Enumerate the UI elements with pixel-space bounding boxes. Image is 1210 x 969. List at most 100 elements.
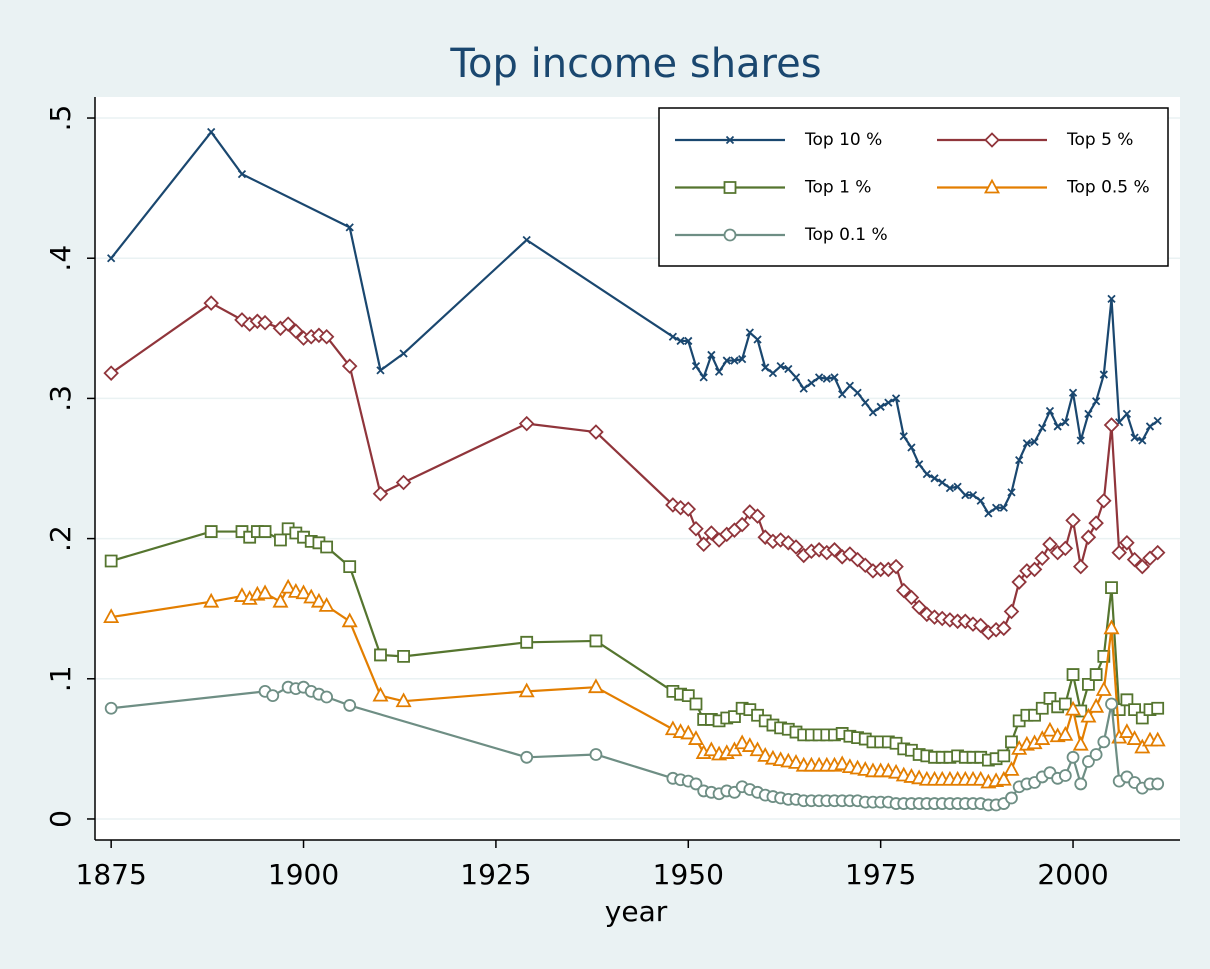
x-tick-label: 1900 — [268, 858, 339, 891]
data-point — [695, 536, 712, 552]
data-point — [1038, 423, 1047, 432]
data-point — [707, 350, 716, 360]
data-point — [376, 366, 385, 375]
data-point — [1007, 488, 1016, 497]
legend-label: Top 1 % — [804, 178, 871, 198]
data-point — [588, 424, 604, 440]
legend-marker — [983, 178, 1001, 194]
y-tick-label: .5 — [44, 105, 77, 132]
data-point — [341, 358, 358, 374]
data-point — [1042, 536, 1058, 552]
data-point — [1022, 439, 1032, 448]
x-tick-label: 1950 — [653, 858, 724, 891]
data-point — [399, 349, 408, 358]
data-point — [791, 373, 801, 382]
data-point — [257, 314, 273, 331]
data-point — [984, 509, 993, 518]
data-point — [799, 384, 808, 393]
data-point — [520, 750, 534, 764]
data-point — [1089, 748, 1103, 761]
data-point — [1003, 603, 1020, 620]
data-point — [741, 737, 758, 752]
data-point — [745, 328, 754, 337]
data-point — [768, 369, 778, 378]
data-point — [845, 381, 855, 390]
data-point — [915, 460, 924, 469]
data-point — [203, 592, 220, 608]
data-point — [343, 699, 357, 712]
data-point — [518, 682, 535, 698]
data-point — [589, 634, 603, 648]
y-tick-label: .3 — [44, 385, 77, 412]
data-point — [1088, 697, 1105, 713]
data-point — [838, 390, 847, 399]
data-point — [1103, 417, 1120, 433]
data-point — [1045, 406, 1055, 416]
data-point — [953, 482, 962, 491]
data-point — [1095, 681, 1112, 696]
data-point — [520, 635, 534, 649]
data-point — [938, 478, 947, 487]
data-point — [888, 558, 904, 575]
data-point — [1103, 619, 1120, 635]
data-point — [372, 485, 389, 502]
data-point — [749, 741, 766, 757]
data-point — [318, 596, 335, 612]
data-point — [826, 542, 843, 558]
data-point — [689, 697, 703, 711]
data-point — [522, 235, 531, 245]
x-tick-label: 1875 — [76, 858, 147, 891]
data-point — [320, 690, 334, 704]
data-point — [1089, 668, 1103, 681]
data-point — [961, 490, 970, 500]
data-point — [1057, 725, 1074, 741]
data-point — [1074, 777, 1088, 791]
data-point — [691, 362, 701, 371]
data-point — [1080, 529, 1097, 545]
data-point — [957, 613, 974, 630]
data-point — [972, 617, 989, 634]
data-point — [757, 746, 774, 762]
data-point — [1091, 397, 1101, 406]
data-point — [257, 584, 274, 600]
data-point — [372, 686, 389, 702]
data-point — [699, 373, 708, 382]
data-point — [668, 332, 678, 341]
series-group — [103, 127, 1166, 812]
data-point — [1068, 388, 1078, 397]
data-point — [891, 394, 901, 403]
legend-marker — [725, 135, 735, 145]
data-point — [788, 539, 804, 555]
data-point — [587, 678, 604, 694]
data-point — [518, 415, 535, 432]
data-point — [726, 741, 743, 757]
data-point — [995, 770, 1012, 786]
legend-label: Top 10 % — [804, 130, 882, 150]
data-point — [664, 720, 681, 736]
data-point — [703, 525, 720, 541]
data-point — [589, 748, 603, 761]
y-tick-label: 0 — [44, 810, 77, 828]
data-point — [734, 734, 751, 750]
data-point — [1072, 558, 1089, 575]
data-point — [1034, 730, 1051, 745]
data-point — [1034, 550, 1051, 566]
data-point — [772, 532, 789, 548]
data-point — [814, 373, 824, 382]
data-point — [103, 365, 119, 381]
legend-label: Top 5 % — [1066, 130, 1133, 150]
data-point — [884, 398, 893, 407]
data-point — [1066, 750, 1080, 764]
data-point — [895, 582, 912, 599]
data-point — [1053, 422, 1062, 431]
data-point — [395, 692, 412, 708]
data-point — [1153, 416, 1162, 425]
data-point — [310, 592, 327, 608]
legend-label: Top 0.5 % — [1066, 178, 1150, 198]
data-point — [320, 540, 334, 554]
data-point — [1088, 515, 1104, 531]
data-point — [749, 508, 766, 524]
x-axis-title: year — [605, 895, 668, 928]
data-point — [274, 533, 287, 547]
data-point — [1065, 512, 1081, 529]
